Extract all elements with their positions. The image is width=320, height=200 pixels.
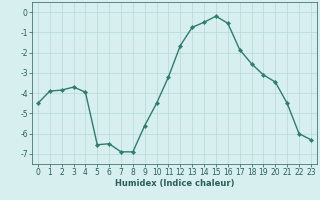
X-axis label: Humidex (Indice chaleur): Humidex (Indice chaleur): [115, 179, 234, 188]
